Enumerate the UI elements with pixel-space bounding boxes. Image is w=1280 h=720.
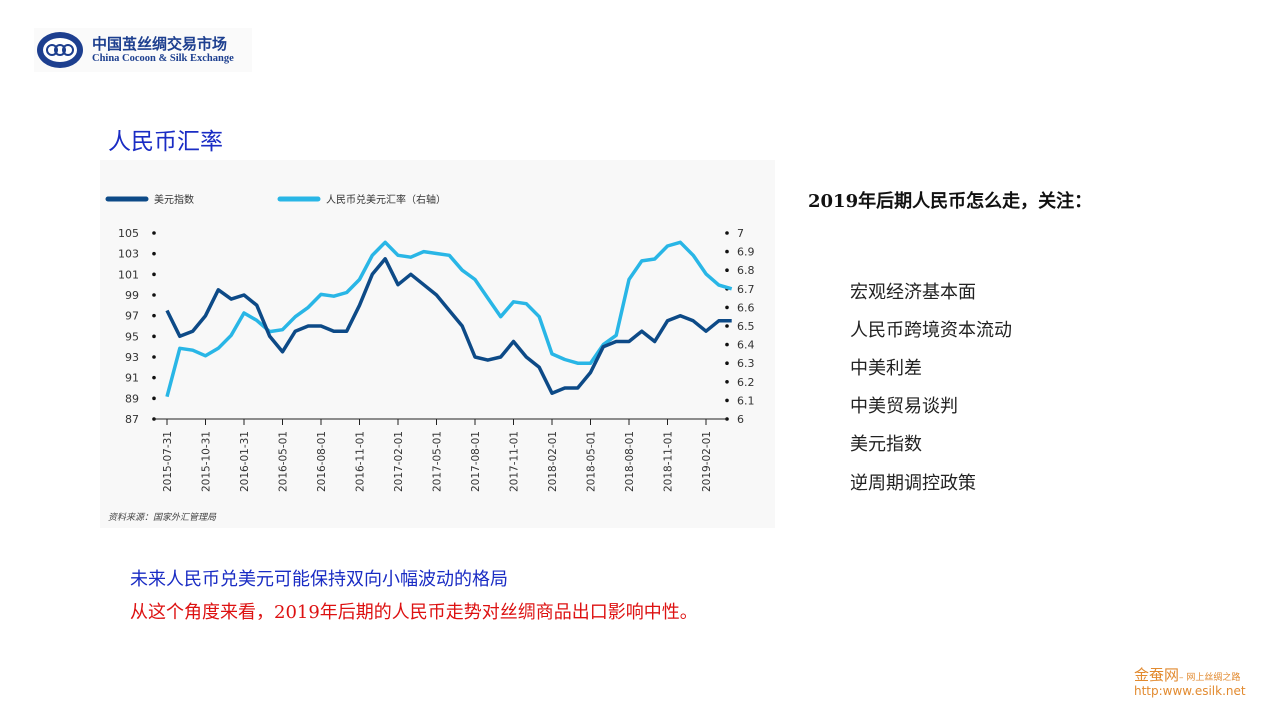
left-tick-dot bbox=[152, 396, 156, 401]
chart-background bbox=[100, 160, 775, 528]
left-tick-label: 87 bbox=[125, 413, 139, 426]
focus-item: 宏观经济基本面 bbox=[850, 282, 976, 303]
series-line-cny bbox=[165, 240, 733, 398]
x-tick-label: 2015-07-31 bbox=[162, 431, 174, 492]
right-tick-label: 6.4 bbox=[737, 339, 755, 352]
focus-item: 中美利差 bbox=[850, 358, 922, 379]
series-line-dxy bbox=[165, 257, 732, 395]
x-tick-label: 2015-10-31 bbox=[201, 431, 213, 492]
x-tick-label: 2017-05-01 bbox=[432, 431, 444, 492]
right-tick-label: 6.7 bbox=[737, 283, 755, 296]
conclusion-line-2: 从这个角度来看，2019年后期的人民币走势对丝绸商品出口影响中性。 bbox=[130, 602, 698, 623]
focus-item: 逆周期调控政策 bbox=[850, 473, 976, 494]
right-tick-dot bbox=[725, 324, 729, 328]
left-tick-label: 101 bbox=[118, 268, 139, 281]
right-tick-label: 6.8 bbox=[737, 264, 755, 277]
left-tick-dot bbox=[152, 334, 156, 339]
right-tick-label: 6.1 bbox=[737, 394, 755, 407]
logo-cn: 中国茧丝绸交易市场 bbox=[92, 35, 228, 53]
left-tick-label: 103 bbox=[118, 248, 139, 261]
right-tick-dot bbox=[725, 342, 729, 347]
right-tick-dot bbox=[725, 361, 729, 366]
right-tick-label: 6.5 bbox=[737, 320, 755, 333]
focus-item: 人民币跨境资本流动 bbox=[850, 320, 1012, 341]
x-tick-label: 2017-08-01 bbox=[470, 431, 482, 492]
x-tick-label: 2018-02-01 bbox=[547, 431, 559, 492]
left-tick-dot bbox=[152, 375, 156, 380]
right-tick-dot bbox=[725, 249, 729, 254]
left-tick-label: 99 bbox=[125, 289, 139, 302]
right-tick-dot bbox=[725, 305, 729, 310]
right-tick-dot bbox=[725, 380, 729, 384]
left-tick-label: 91 bbox=[125, 372, 139, 385]
footer-brand-name: 金蚕网 bbox=[1134, 666, 1180, 684]
right-tick-label: 6.2 bbox=[737, 376, 755, 389]
focus-heading: 2019年后期人民币怎么走，关注： bbox=[808, 191, 1093, 212]
left-tick-label: 95 bbox=[125, 330, 139, 343]
focus-item: 美元指数 bbox=[850, 434, 922, 455]
left-tick-label: 89 bbox=[125, 392, 139, 405]
legend-label-dxy: 美元指数 bbox=[154, 193, 194, 206]
left-tick-dot bbox=[152, 293, 156, 297]
right-tick-label: 6.6 bbox=[737, 301, 755, 314]
left-tick-dot bbox=[152, 251, 156, 256]
x-tick-label: 2019-02-01 bbox=[701, 431, 713, 492]
left-tick-label: 105 bbox=[118, 227, 139, 240]
x-tick-label: 2016-05-01 bbox=[278, 431, 290, 492]
logo-en: China Cocoon & Silk Exchange bbox=[92, 53, 234, 64]
footer-slogan: – 网上丝绸之路 bbox=[1179, 673, 1241, 683]
x-tick-label: 2017-11-01 bbox=[509, 431, 521, 492]
x-tick-label: 2018-11-01 bbox=[663, 431, 675, 492]
x-tick-label: 2018-05-01 bbox=[586, 431, 598, 492]
x-tick-label: 2016-11-01 bbox=[355, 431, 367, 492]
logo-emblem-icon bbox=[37, 32, 83, 68]
left-tick-dot bbox=[152, 231, 156, 235]
x-tick-label: 2017-02-01 bbox=[393, 431, 405, 492]
focus-item: 中美贸易谈判 bbox=[850, 396, 958, 417]
right-tick-dot bbox=[725, 231, 729, 235]
right-tick-label: 6.9 bbox=[737, 246, 755, 259]
conclusion-line-1: 未来人民币兑美元可能保持双向小幅波动的格局 bbox=[130, 569, 508, 590]
x-tick-label: 2016-08-01 bbox=[316, 431, 328, 492]
left-tick-label: 93 bbox=[125, 351, 139, 364]
left-tick-dot bbox=[152, 272, 156, 277]
logo: 中国茧丝绸交易市场 China Cocoon & Silk Exchange bbox=[34, 28, 252, 72]
slide-title: 人民币汇率 bbox=[108, 129, 223, 155]
legend-label-cny: 人民币兑美元汇率（右轴） bbox=[326, 193, 446, 206]
right-tick-dot bbox=[725, 398, 729, 403]
left-tick-label: 97 bbox=[125, 310, 139, 323]
footer-url[interactable]: http:www.esilk.net bbox=[1134, 684, 1246, 698]
right-tick-label: 7 bbox=[737, 227, 744, 240]
right-tick-label: 6 bbox=[737, 413, 744, 426]
x-tick-label: 2018-08-01 bbox=[624, 431, 636, 492]
chart-source: 资料来源：国家外汇管理局 bbox=[108, 512, 217, 523]
left-tick-dot bbox=[152, 355, 156, 359]
footer-brand: 金蚕网– 网上丝绸之路 http:www.esilk.net bbox=[1134, 664, 1246, 698]
x-tick-label: 2016-01-31 bbox=[239, 431, 251, 492]
right-tick-label: 6.3 bbox=[737, 357, 755, 370]
left-tick-dot bbox=[152, 313, 156, 318]
right-tick-dot bbox=[725, 268, 729, 273]
